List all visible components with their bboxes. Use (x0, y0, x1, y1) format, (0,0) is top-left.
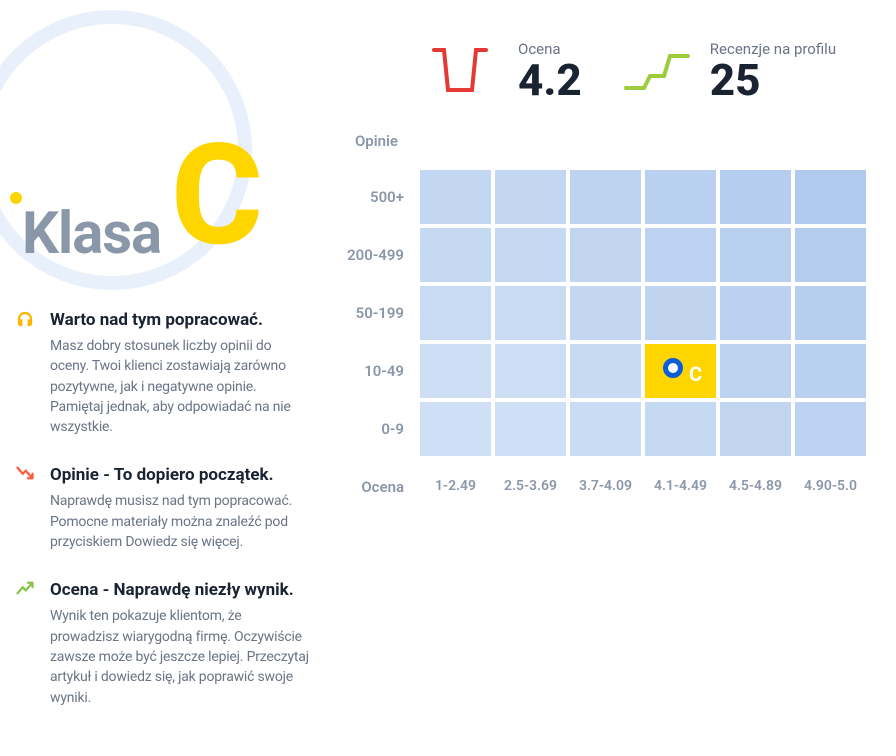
tip-item: Opinie - To dopiero początek. Naprawdę m… (12, 465, 312, 552)
reviews-step-icon (622, 44, 692, 98)
tip-text: Wynik ten pokazuje klientom, że prowadzi… (50, 606, 312, 707)
heatmap-cell (718, 400, 793, 458)
heatmap-cell (568, 284, 643, 342)
x-axis-label: Ocena (340, 478, 418, 496)
tip-item: Ocena - Naprawdę niezły wynik. Wynik ten… (12, 580, 312, 707)
heatmap-cell (643, 284, 718, 342)
trend-up-icon (16, 580, 36, 707)
tip-title: Ocena - Naprawdę niezły wynik. (50, 580, 312, 600)
heatmap-grid: C (418, 168, 868, 458)
heatmap-chart: Opinie 500+ 200-499 50-199 10-49 0-9 C O… (340, 132, 886, 496)
x-tick: 4.5-4.89 (718, 478, 793, 496)
marker-letter: C (689, 362, 702, 386)
heatmap-cell (493, 400, 568, 458)
heatmap-cell (643, 226, 718, 284)
trend-down-icon (16, 465, 36, 552)
stat-rating: Ocena 4.2 (430, 40, 582, 102)
tips-list: Warto nad tym popracować. Masz dobry sto… (12, 310, 312, 708)
stat-reviews: Recenzje na profilu 25 (622, 40, 836, 102)
heatmap-cell (493, 226, 568, 284)
heatmap-cell (418, 284, 493, 342)
heatmap-cell (718, 226, 793, 284)
y-tick: 200-499 (340, 226, 418, 284)
heatmap-cell (418, 168, 493, 226)
heatmap-cell (568, 168, 643, 226)
heatmap-cell (793, 342, 868, 400)
stat-value: 25 (710, 58, 836, 102)
position-marker (663, 358, 683, 378)
heatmap-cell (793, 226, 868, 284)
grade-letter: C (171, 140, 263, 252)
grade-label: Klasa (22, 200, 161, 268)
headphones-icon (16, 310, 36, 437)
heatmap-cell (793, 284, 868, 342)
heatmap-cell (418, 342, 493, 400)
heatmap-cell (718, 168, 793, 226)
heatmap-cell (418, 226, 493, 284)
y-ticks: 500+ 200-499 50-199 10-49 0-9 (340, 168, 418, 458)
heatmap-cell (643, 168, 718, 226)
heatmap-cell: C (643, 342, 718, 400)
heatmap-cell (568, 400, 643, 458)
tip-text: Masz dobry stosunek liczby opinii do oce… (50, 336, 312, 437)
heatmap-cell (718, 284, 793, 342)
heatmap-cell (718, 342, 793, 400)
heatmap-cell (793, 400, 868, 458)
rating-wave-icon (430, 44, 500, 98)
heatmap-cell (418, 400, 493, 458)
heatmap-cell (643, 400, 718, 458)
grade-badge: Klasa C (12, 20, 312, 280)
y-tick: 10-49 (340, 342, 418, 400)
stat-value: 4.2 (518, 58, 582, 102)
heatmap-cell (493, 284, 568, 342)
x-tick: 2.5-3.69 (493, 478, 568, 496)
y-tick: 0-9 (340, 400, 418, 458)
x-tick: 1-2.49 (418, 478, 493, 496)
tip-text: Naprawdę musisz nad tym popracować. Pomo… (50, 491, 312, 552)
tip-item: Warto nad tym popracować. Masz dobry sto… (12, 310, 312, 437)
tip-title: Warto nad tym popracować. (50, 310, 312, 330)
tip-title: Opinie - To dopiero początek. (50, 465, 312, 485)
x-ticks: 1-2.49 2.5-3.69 3.7-4.09 4.1-4.49 4.5-4.… (418, 478, 868, 496)
x-tick: 3.7-4.09 (568, 478, 643, 496)
y-tick: 50-199 (340, 284, 418, 342)
y-tick: 500+ (340, 168, 418, 226)
y-axis-label: Opinie (340, 132, 418, 150)
x-tick: 4.90-5.0 (793, 478, 868, 496)
heatmap-cell (793, 168, 868, 226)
heatmap-cell (493, 342, 568, 400)
heatmap-cell (568, 226, 643, 284)
heatmap-cell (493, 168, 568, 226)
stats-row: Ocena 4.2 Recenzje na profilu 25 (340, 40, 886, 102)
x-tick: 4.1-4.49 (643, 478, 718, 496)
dot-accent (10, 192, 22, 204)
heatmap-cell (568, 342, 643, 400)
